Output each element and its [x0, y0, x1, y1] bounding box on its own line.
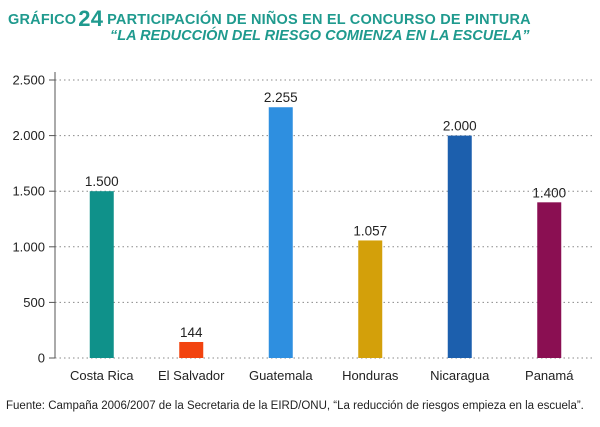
category-label: Honduras	[342, 368, 399, 383]
title-prefix: GRÁFICO	[8, 12, 77, 28]
y-tick-label: 0	[38, 351, 45, 366]
title-text: PARTICIPACIÓN DE NIÑOS EN EL CONCURSO DE…	[107, 12, 531, 28]
category-label: Costa Rica	[70, 368, 134, 383]
chart-title: GRÁFICO24 PARTICIPACIÓN DE NIÑOS EN EL CO…	[8, 4, 596, 44]
bar	[447, 135, 472, 358]
data-label: 1.500	[85, 174, 119, 189]
bar	[358, 240, 383, 358]
title-line-2: “LA REDUCCIÓN DEL RIESGO COMIENZA EN LA …	[110, 28, 530, 44]
bar	[89, 191, 114, 358]
title-line-1: GRÁFICO24 PARTICIPACIÓN DE NIÑOS EN EL CO…	[8, 4, 596, 31]
y-tick-label: 1.000	[12, 239, 45, 254]
y-tick-label: 2.000	[12, 128, 45, 143]
bar	[268, 107, 293, 358]
data-label: 2.000	[443, 119, 477, 134]
data-label: 144	[180, 325, 203, 340]
bar	[537, 202, 562, 358]
y-tick-label: 2.500	[12, 73, 45, 88]
data-label: 1.057	[353, 223, 387, 238]
bar-chart: 0 500 1.000 1.500 2.000 2.500 1.500 Costa Rica 1…	[12, 72, 592, 383]
category-label: Guatemala	[249, 368, 313, 383]
y-tick-label: 1.500	[12, 184, 45, 199]
category-label: Nicaragua	[430, 368, 490, 383]
title-number: 24	[78, 6, 104, 31]
data-label: 2.255	[264, 90, 298, 105]
y-tick-label: 500	[23, 295, 45, 310]
bar	[179, 341, 204, 358]
category-label: Panamá	[525, 368, 574, 383]
category-label: El Salvador	[158, 368, 225, 383]
data-label: 1.400	[532, 185, 566, 200]
source-note: Fuente: Campaña 2006/2007 de la Secretar…	[6, 400, 584, 412]
